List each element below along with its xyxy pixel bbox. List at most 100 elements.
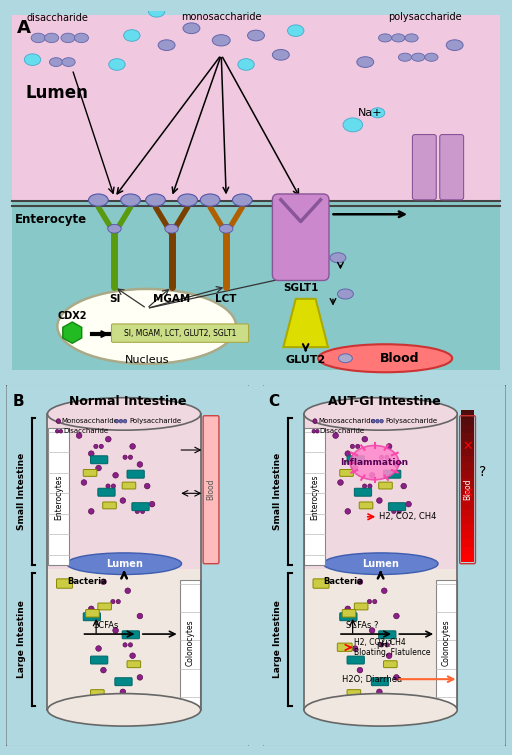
Ellipse shape xyxy=(288,25,304,36)
Ellipse shape xyxy=(96,646,101,652)
FancyBboxPatch shape xyxy=(354,603,368,610)
Ellipse shape xyxy=(148,5,165,17)
Ellipse shape xyxy=(55,430,59,433)
FancyBboxPatch shape xyxy=(461,470,474,479)
FancyBboxPatch shape xyxy=(115,678,132,686)
Ellipse shape xyxy=(357,579,363,584)
Text: monosaccharide: monosaccharide xyxy=(181,12,262,22)
Ellipse shape xyxy=(352,646,358,652)
FancyBboxPatch shape xyxy=(91,656,108,664)
Ellipse shape xyxy=(123,455,127,459)
Ellipse shape xyxy=(130,653,136,658)
FancyBboxPatch shape xyxy=(305,428,325,565)
Ellipse shape xyxy=(59,430,62,433)
Text: Blood: Blood xyxy=(206,479,216,501)
Text: Bacteria: Bacteria xyxy=(67,578,106,586)
Ellipse shape xyxy=(100,667,106,673)
Text: H2, CO2, CH4
Bloating, Flatulence: H2, CO2, CH4 Bloating, Flatulence xyxy=(354,638,431,657)
Ellipse shape xyxy=(446,40,463,51)
FancyBboxPatch shape xyxy=(56,579,73,588)
FancyBboxPatch shape xyxy=(98,603,112,610)
Ellipse shape xyxy=(394,674,399,680)
Ellipse shape xyxy=(89,509,94,514)
FancyBboxPatch shape xyxy=(461,547,474,554)
Ellipse shape xyxy=(144,483,150,489)
Ellipse shape xyxy=(129,455,133,459)
FancyBboxPatch shape xyxy=(48,428,69,565)
Text: Colonocytes: Colonocytes xyxy=(442,620,451,667)
Text: Blood: Blood xyxy=(463,479,472,501)
FancyBboxPatch shape xyxy=(91,456,108,464)
Ellipse shape xyxy=(106,484,110,488)
Ellipse shape xyxy=(178,194,198,206)
Text: ✕: ✕ xyxy=(462,487,473,500)
Text: Disaccharide: Disaccharide xyxy=(320,428,365,434)
FancyBboxPatch shape xyxy=(98,488,115,496)
Ellipse shape xyxy=(316,430,319,433)
Ellipse shape xyxy=(371,108,385,118)
FancyBboxPatch shape xyxy=(461,531,474,539)
Ellipse shape xyxy=(425,53,438,61)
Ellipse shape xyxy=(48,694,201,726)
Ellipse shape xyxy=(385,643,389,647)
Ellipse shape xyxy=(76,433,82,439)
Text: GLUT2: GLUT2 xyxy=(286,356,326,365)
Ellipse shape xyxy=(123,419,127,423)
Text: Enterocytes: Enterocytes xyxy=(54,474,63,519)
FancyBboxPatch shape xyxy=(86,609,99,617)
Text: Nucleus: Nucleus xyxy=(124,355,169,365)
Ellipse shape xyxy=(137,461,143,467)
Text: disaccharide: disaccharide xyxy=(27,14,88,23)
Text: Na+: Na+ xyxy=(358,108,382,118)
Ellipse shape xyxy=(119,419,123,423)
Text: SCFAs: SCFAs xyxy=(93,621,119,630)
Ellipse shape xyxy=(350,445,399,479)
Ellipse shape xyxy=(111,484,116,488)
Ellipse shape xyxy=(394,613,399,619)
Ellipse shape xyxy=(208,436,214,442)
FancyBboxPatch shape xyxy=(203,416,219,564)
FancyBboxPatch shape xyxy=(347,656,365,664)
Ellipse shape xyxy=(394,461,399,467)
Ellipse shape xyxy=(125,588,131,593)
Text: Enterocytes: Enterocytes xyxy=(310,474,319,519)
Ellipse shape xyxy=(208,473,214,478)
Text: Blood: Blood xyxy=(380,352,420,365)
Text: Normal Intestine: Normal Intestine xyxy=(69,395,186,408)
Ellipse shape xyxy=(313,419,317,424)
FancyBboxPatch shape xyxy=(180,580,200,706)
Ellipse shape xyxy=(212,35,230,46)
FancyBboxPatch shape xyxy=(461,409,474,418)
Ellipse shape xyxy=(392,34,405,42)
FancyBboxPatch shape xyxy=(461,455,474,463)
Ellipse shape xyxy=(369,627,375,633)
FancyBboxPatch shape xyxy=(354,488,372,496)
Ellipse shape xyxy=(89,194,108,206)
FancyBboxPatch shape xyxy=(461,501,474,509)
FancyBboxPatch shape xyxy=(304,414,457,569)
Ellipse shape xyxy=(357,667,363,673)
Ellipse shape xyxy=(248,30,264,41)
FancyBboxPatch shape xyxy=(461,478,474,486)
Ellipse shape xyxy=(149,501,155,507)
Ellipse shape xyxy=(376,419,379,423)
Ellipse shape xyxy=(120,689,126,695)
Ellipse shape xyxy=(356,444,360,448)
Ellipse shape xyxy=(392,509,396,513)
Ellipse shape xyxy=(401,483,407,489)
FancyBboxPatch shape xyxy=(461,508,474,516)
Text: Colonocytes: Colonocytes xyxy=(185,620,195,667)
Ellipse shape xyxy=(89,606,94,612)
Ellipse shape xyxy=(330,253,346,263)
FancyBboxPatch shape xyxy=(379,631,396,639)
FancyBboxPatch shape xyxy=(122,631,139,639)
FancyBboxPatch shape xyxy=(461,433,474,440)
Ellipse shape xyxy=(81,479,87,485)
Ellipse shape xyxy=(362,436,368,442)
FancyBboxPatch shape xyxy=(461,485,474,494)
Text: pH?: pH? xyxy=(376,640,392,649)
Ellipse shape xyxy=(378,34,392,42)
Ellipse shape xyxy=(412,53,425,61)
Ellipse shape xyxy=(367,599,372,604)
FancyBboxPatch shape xyxy=(313,579,329,588)
